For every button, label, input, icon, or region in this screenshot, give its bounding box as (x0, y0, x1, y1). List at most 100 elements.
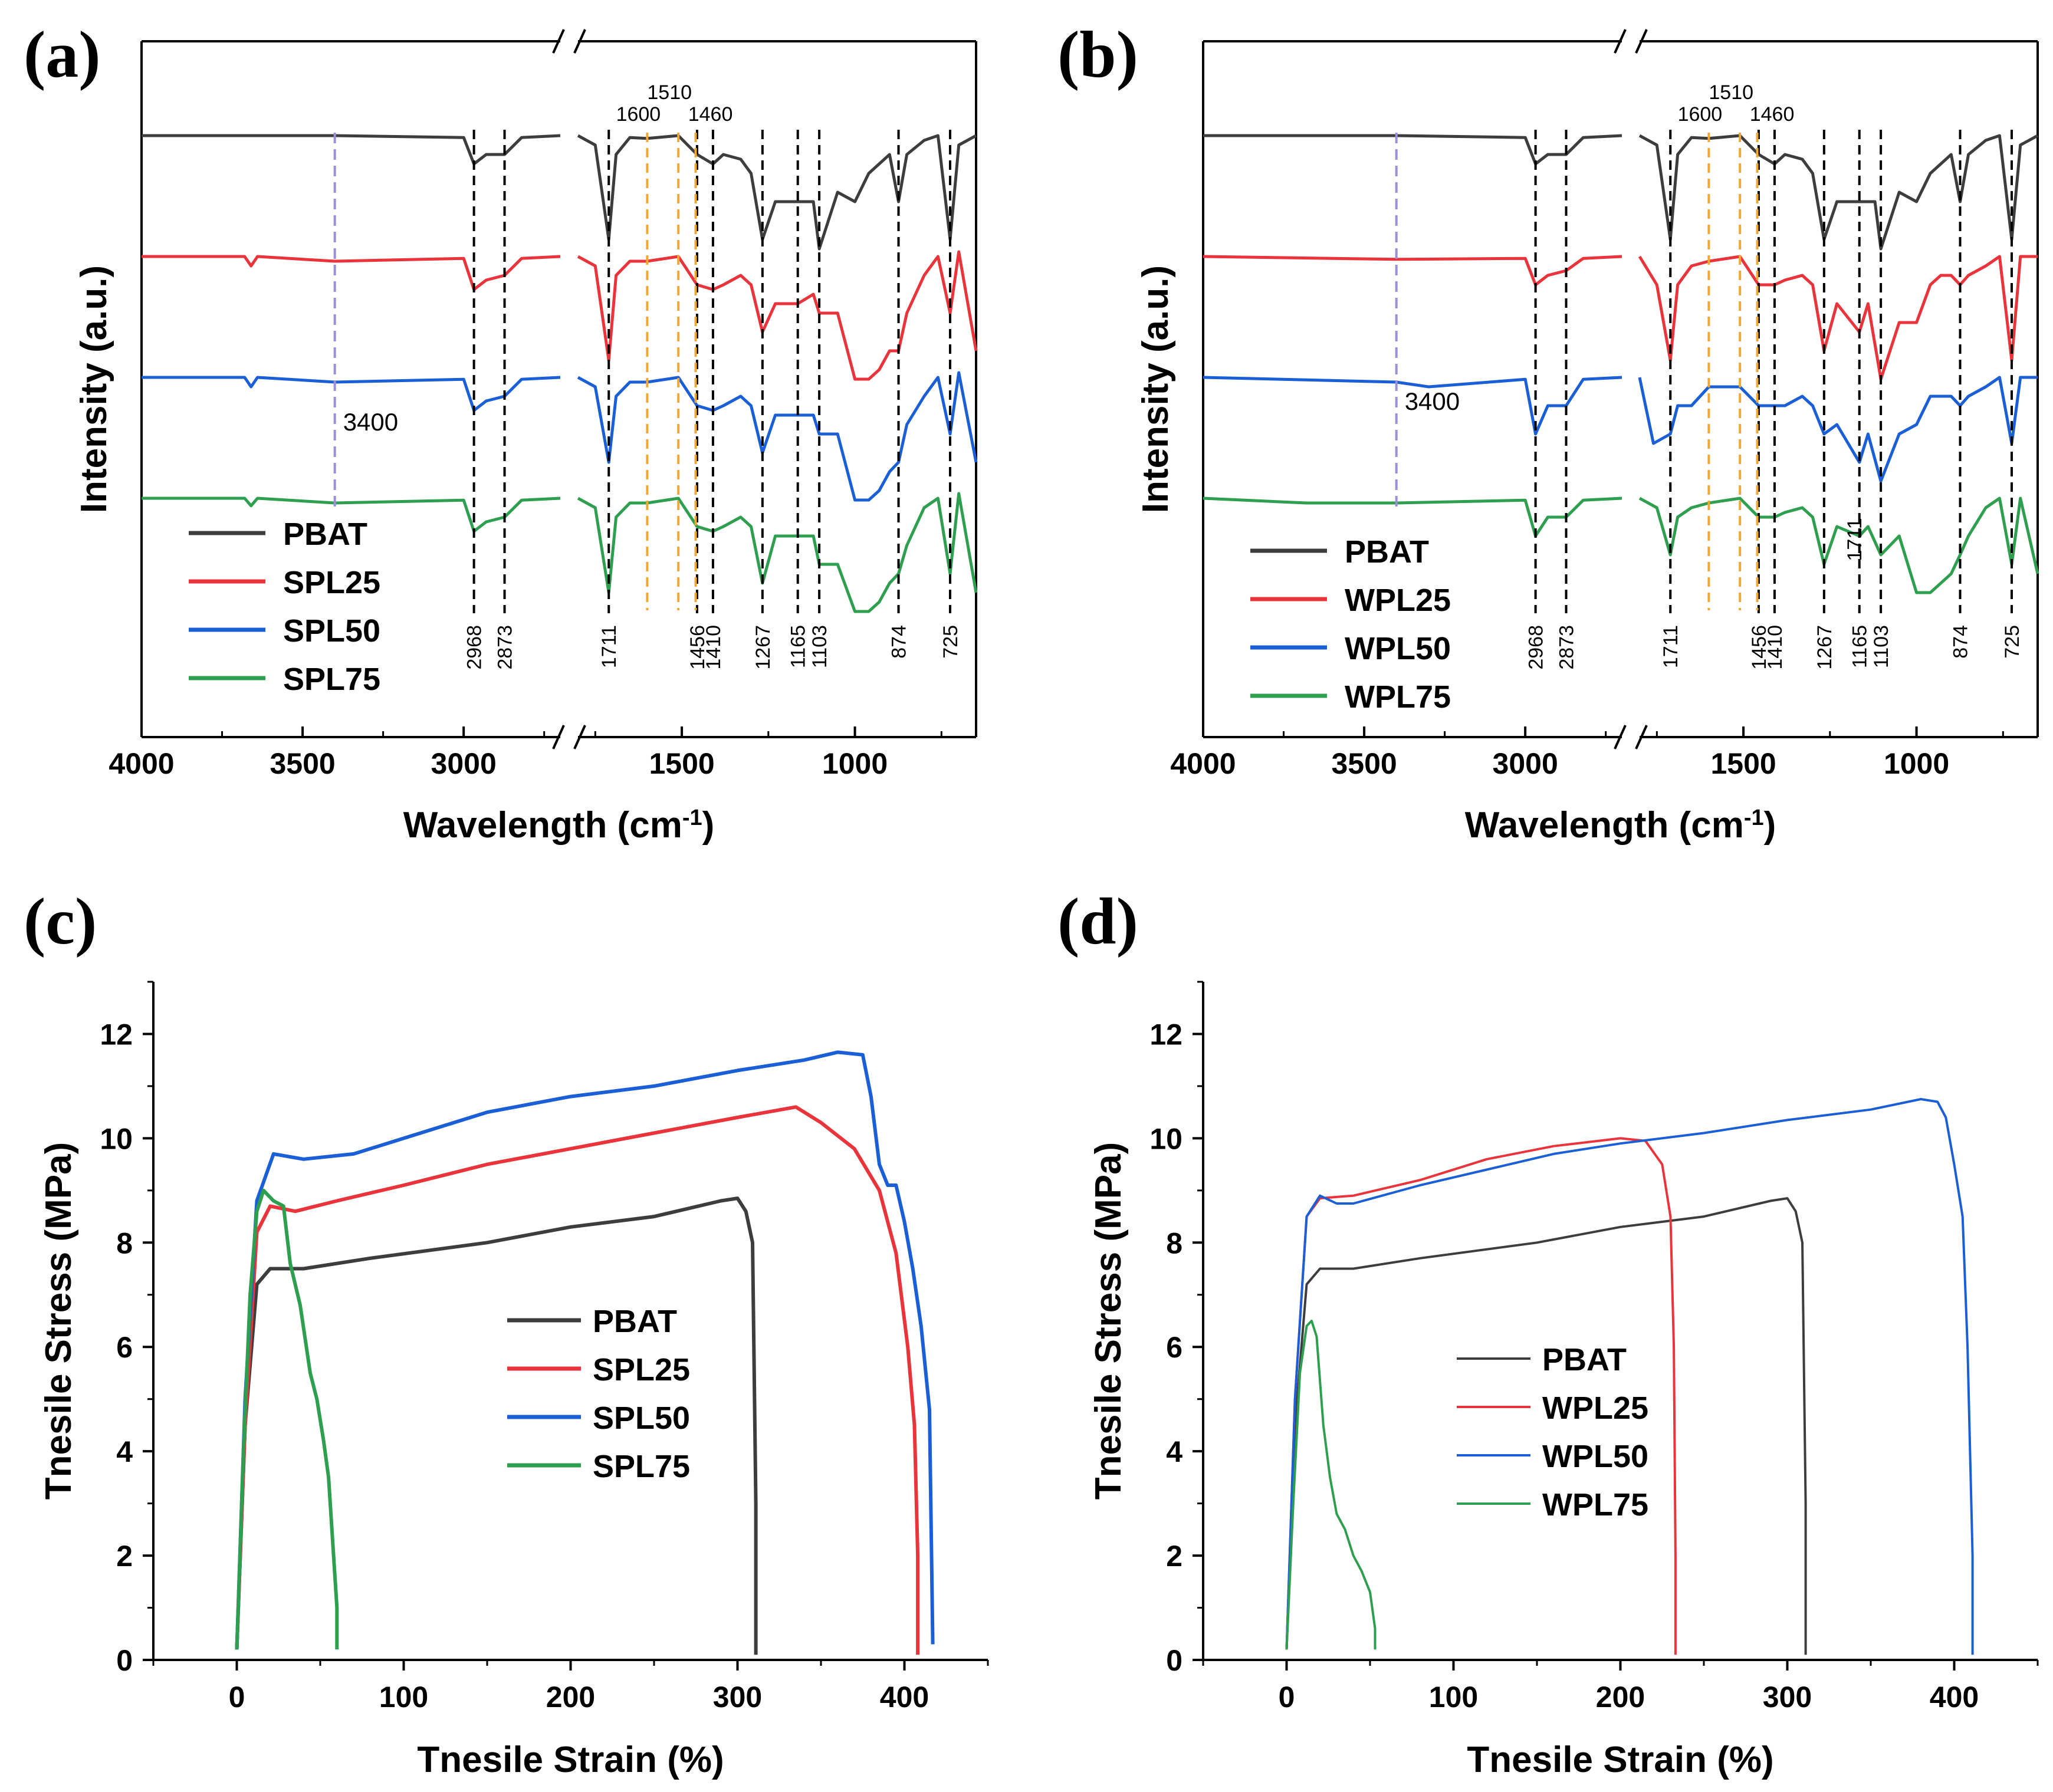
axis-break-mark (552, 29, 565, 54)
x-axis-title-end: ) (1764, 805, 1776, 846)
x-tick-label: 200 (546, 1681, 595, 1714)
top-label-1600: 1600 (616, 103, 661, 126)
spectrum-pbat-low (1638, 134, 2039, 251)
top-label-1460: 1460 (1750, 103, 1795, 126)
top-label-1600: 1600 (1678, 103, 1723, 126)
x-tick-label: 4000 (1170, 747, 1236, 780)
ftir-panel-a: (a) 4000 3500 3000 1500 1000 Wavelength (cm-1… (24, 18, 978, 846)
peak-label-1103: 1103 (1870, 625, 1893, 668)
x-axis-title-sup: -1 (682, 805, 702, 830)
curve-pbat (1285, 1197, 1807, 1655)
y-tick-label: 10 (1149, 1122, 1182, 1155)
spectrum-pbat-high (142, 134, 561, 166)
curve-wpl50 (1285, 1098, 1974, 1655)
peak-label-874: 874 (1950, 625, 1972, 659)
y-tick-label: 2 (1166, 1540, 1182, 1573)
x-tick-label: 1000 (1884, 747, 1949, 780)
spectrum-wpl25-high (1203, 255, 1622, 287)
x-tick-label: 300 (713, 1681, 762, 1714)
legend-label-wpl75: WPL75 (1542, 1487, 1648, 1523)
y-axis-title: Intensity (a.u.) (74, 265, 114, 513)
legend-label-spl75: SPL75 (593, 1449, 690, 1484)
peak-label-2968: 2968 (1525, 625, 1548, 670)
peak-label-1410: 1410 (1764, 625, 1786, 670)
panel-letter-d: (d) (1057, 885, 1138, 958)
legend-label-spl50: SPL50 (283, 613, 380, 649)
x-tick-label: 1500 (1710, 747, 1776, 780)
spectrum-spl50-high (142, 376, 561, 412)
y-tick-label: 6 (116, 1331, 133, 1364)
x-tick-label: 3000 (431, 747, 497, 780)
label-3400: 3400 (1405, 387, 1460, 415)
x-tick-label: 1500 (649, 747, 714, 780)
extra-label-1711: 1711 (1844, 518, 1866, 561)
curve-pbat (235, 1196, 758, 1655)
peak-label-2968: 2968 (464, 625, 486, 670)
x-axis-title-main: Wavelength (cm (1465, 805, 1744, 846)
curve-spl25 (235, 1105, 920, 1655)
y-tick-label: 0 (1166, 1644, 1182, 1677)
axis-break-mark (552, 725, 565, 749)
y-axis-title: Tnesile Stress (MPa) (1088, 1142, 1129, 1500)
label-3400: 3400 (343, 408, 398, 436)
legend-label-pbat: PBAT (1542, 1342, 1627, 1377)
spectrum-spl50-low (577, 371, 978, 502)
x-axis-title: Tnesile Strain (%) (417, 1740, 724, 1780)
ftir-panel-b: (b) 4000 3500 3000 1500 1000 Wavelength (cm-1… (1057, 18, 2039, 846)
y-tick-label: 12 (1149, 1018, 1182, 1051)
spectrum-wpl75-low (1638, 497, 2039, 594)
peak-label-1456: 1456 (1748, 625, 1770, 670)
spectrum-spl25-low (577, 250, 978, 381)
x-tick-label: 400 (880, 1681, 929, 1714)
x-axis-title-end: ) (702, 805, 715, 846)
legend-label-spl25: SPL25 (593, 1352, 690, 1387)
y-tick-label: 8 (116, 1227, 133, 1260)
axis-break-mark (1635, 725, 1648, 749)
curve-spl50 (235, 1050, 935, 1650)
spectrum-wpl75-high (1203, 497, 1622, 538)
peak-label-1711: 1711 (598, 625, 620, 668)
x-tick-label: 400 (1930, 1681, 1979, 1714)
peak-label-2873: 2873 (494, 625, 517, 670)
legend-label-wpl25: WPL25 (1345, 583, 1451, 618)
x-axis-title: Wavelength (cm-1) (403, 805, 715, 846)
spectrum-pbat-high (1203, 134, 1622, 166)
spectrum-pbat-low (577, 134, 977, 251)
legend-label-wpl25: WPL25 (1542, 1390, 1648, 1426)
peak-label-1165: 1165 (787, 625, 810, 668)
x-axis-title: Wavelength (cm-1) (1465, 805, 1776, 846)
x-tick-label: 100 (1429, 1681, 1478, 1714)
axis-break-mark (573, 725, 586, 749)
x-axis-title-main: Wavelength (cm (403, 805, 682, 846)
top-label-1510: 1510 (1709, 81, 1753, 104)
y-axis-title: Intensity (a.u.) (1135, 265, 1176, 513)
top-label-1510: 1510 (647, 81, 692, 104)
x-tick-label: 100 (379, 1681, 428, 1714)
spectrum-wpl25-low (1638, 255, 2038, 381)
panel-letter-b: (b) (1057, 18, 1138, 91)
legend-label-pbat: PBAT (593, 1304, 677, 1339)
x-tick-label: 0 (1279, 1681, 1295, 1714)
peak-label-1267: 1267 (752, 625, 774, 670)
top-label-1460: 1460 (688, 103, 733, 126)
y-tick-label: 8 (1166, 1227, 1182, 1260)
peak-label-1711: 1711 (1660, 625, 1682, 668)
legend-label-spl75: SPL75 (283, 662, 380, 697)
y-tick-label: 12 (100, 1018, 133, 1051)
x-tick-label: 4000 (109, 747, 174, 780)
x-tick-label: 200 (1596, 1681, 1645, 1714)
y-tick-label: 2 (116, 1540, 133, 1573)
peak-label-1410: 1410 (702, 625, 725, 670)
axis-break-mark (1614, 29, 1627, 54)
y-tick-label: 4 (116, 1435, 133, 1468)
y-tick-label: 6 (1166, 1331, 1182, 1364)
x-axis-title: Tnesile Strain (%) (1467, 1740, 1773, 1780)
legend-label-wpl50: WPL50 (1345, 631, 1451, 666)
peak-label-1456: 1456 (686, 625, 709, 670)
y-tick-label: 10 (100, 1122, 133, 1155)
tensile-panel-c: (c) 0 100 200 300 400 0 2 4 6 8 10 12 Tnesile Strain… (24, 885, 989, 1780)
legend-label-wpl75: WPL75 (1345, 679, 1451, 715)
peak-label-2873: 2873 (1556, 625, 1578, 670)
y-axis-title: Tnesile Stress (MPa) (38, 1142, 79, 1500)
